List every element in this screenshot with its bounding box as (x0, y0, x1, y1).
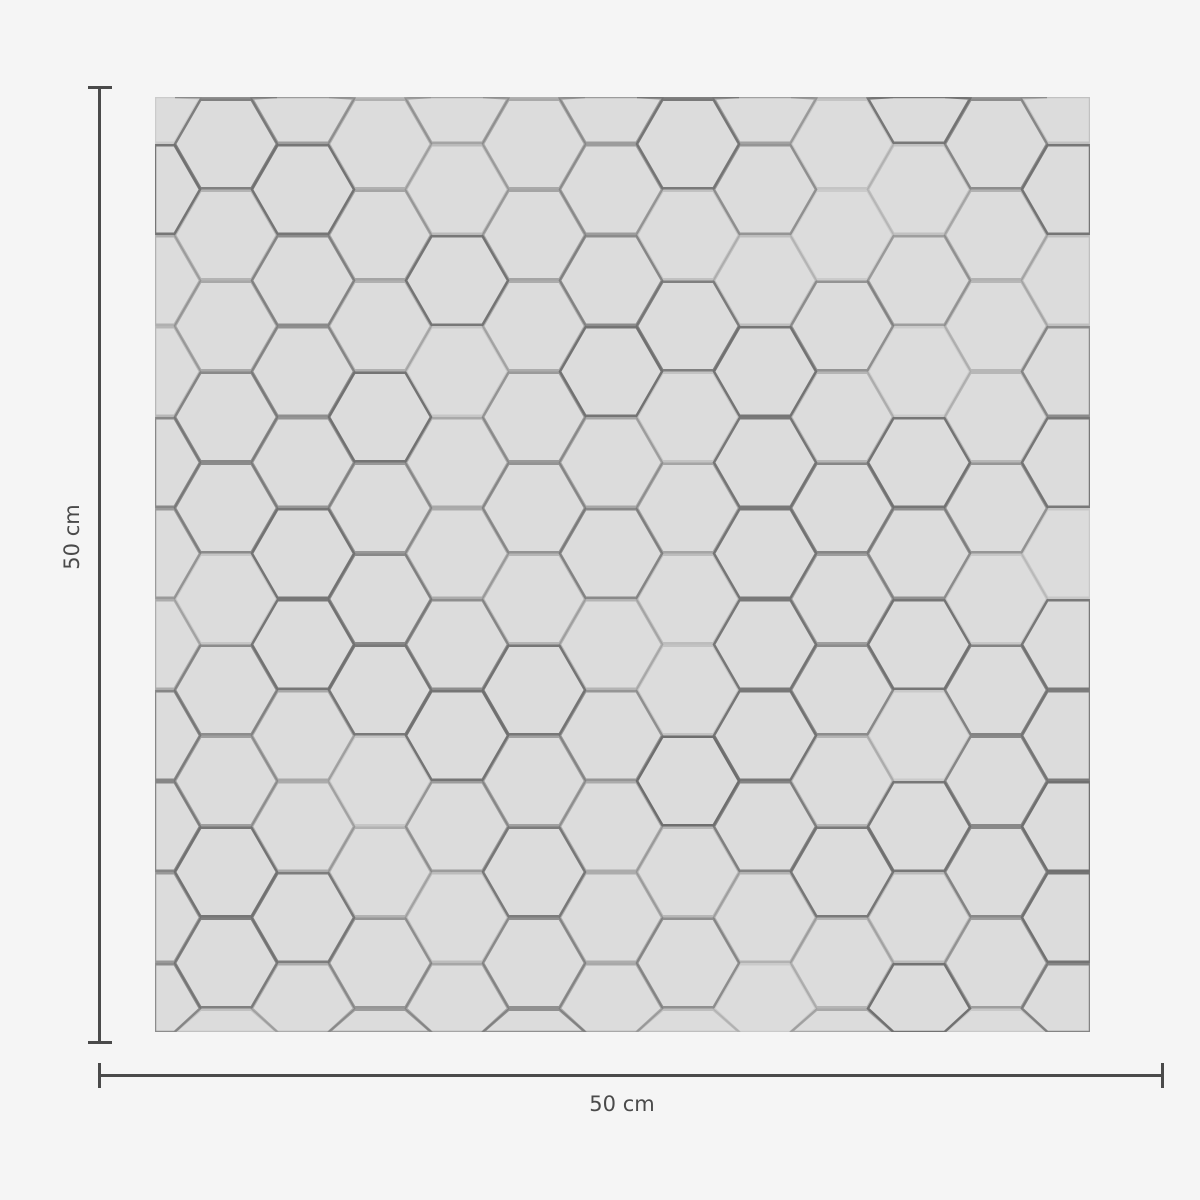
hexagon-tile (711, 97, 819, 144)
hexagon-tile (1020, 144, 1090, 235)
hexagon-tile (173, 735, 279, 827)
hexagon-tile (155, 963, 202, 1032)
hexagon-tile (712, 144, 818, 235)
hexagon-tile (481, 1008, 587, 1032)
width-dimension-line (99, 1074, 1163, 1077)
hexagon-tile (865, 97, 973, 144)
hexagon-tile (155, 97, 203, 144)
width-dimension-tick-right (1161, 1063, 1164, 1088)
hexagon-tile (1020, 690, 1090, 781)
hexagon-tile (327, 371, 433, 463)
hexagon-tile (404, 963, 510, 1032)
hexagon-tile (250, 963, 356, 1032)
hexagon-tile (155, 144, 202, 235)
hexagon-tile (155, 781, 202, 872)
height-label-wrapper: 50 cm (60, 504, 84, 569)
hexagon-tile (481, 917, 587, 1009)
hexagon-tile (249, 97, 357, 144)
hexagon-tile (635, 917, 741, 1009)
wallpaper-sample (155, 97, 1090, 1032)
hexagon-tile (155, 872, 202, 963)
hexagon-tile (155, 599, 202, 690)
hexagon-tile (1020, 872, 1090, 963)
hexagon-tile (789, 1008, 895, 1032)
height-label: 50 cm (60, 504, 84, 570)
width-label: 50 cm (589, 1092, 655, 1116)
height-dimension-tick-bottom (88, 1041, 112, 1044)
hexagon-tile (866, 326, 972, 417)
hexagon-tile (250, 781, 356, 872)
height-dimension-line (98, 87, 101, 1043)
hexagon-tile (155, 508, 202, 599)
hexagon-tile (155, 326, 202, 417)
hexagon-tile (327, 917, 433, 1009)
hexagon-tile (1020, 508, 1090, 599)
hexagon-tile (635, 1008, 741, 1032)
hexagon-tile (1020, 963, 1090, 1032)
hexagon-tile (173, 1008, 279, 1032)
hexagon-tile (1020, 599, 1090, 690)
hexagon-tile (155, 235, 202, 326)
hexagon-tile (943, 1008, 1049, 1032)
hexagon-pattern (155, 97, 1090, 1032)
height-dimension-tick-top (88, 86, 112, 89)
hexagon-tile (1019, 97, 1090, 144)
hexagon-tile (558, 963, 664, 1032)
hexagon-tile (712, 963, 818, 1032)
hexagon-tile (155, 417, 202, 508)
hexagon-tile (327, 1008, 433, 1032)
hexagon-tile (327, 462, 433, 554)
hexagon-tile (866, 235, 972, 326)
hexagon-tile (1020, 417, 1090, 508)
hexagon-tile (1020, 326, 1090, 417)
hexagon-tile (1020, 235, 1090, 326)
hexagon-tile (481, 826, 587, 918)
hexagon-tile (155, 690, 202, 781)
hexagon-tile (558, 599, 664, 690)
hexagon-tile (866, 963, 972, 1032)
width-dimension-tick-left (98, 1063, 101, 1088)
hexagon-tile (557, 97, 665, 144)
hexagon-tile (403, 97, 511, 144)
hexagon-tile (1020, 781, 1090, 872)
